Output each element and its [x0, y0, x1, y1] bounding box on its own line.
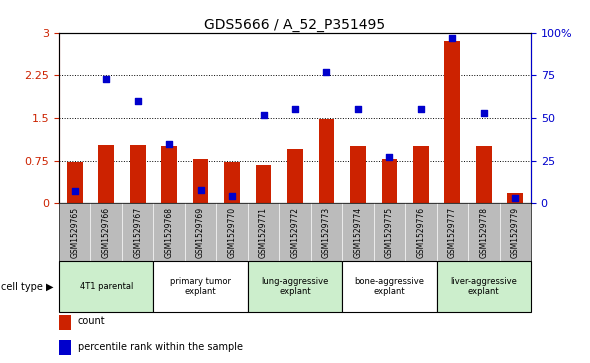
- Point: [385, 154, 394, 160]
- Point: [133, 98, 142, 104]
- Text: GSM1529770: GSM1529770: [228, 207, 237, 258]
- Bar: [248, 261, 342, 312]
- Text: GSM1529771: GSM1529771: [259, 207, 268, 258]
- Point: [70, 188, 80, 194]
- Text: bone-aggressive
explant: bone-aggressive explant: [355, 277, 424, 297]
- Text: lung-aggressive
explant: lung-aggressive explant: [261, 277, 329, 297]
- Text: GSM1529768: GSM1529768: [165, 207, 173, 258]
- Text: GSM1529765: GSM1529765: [70, 207, 79, 258]
- Point: [227, 193, 237, 199]
- Text: primary tumor
explant: primary tumor explant: [170, 277, 231, 297]
- Text: GSM1529779: GSM1529779: [511, 207, 520, 258]
- Point: [416, 107, 425, 113]
- Text: liver-aggressive
explant: liver-aggressive explant: [450, 277, 517, 297]
- Point: [259, 112, 268, 118]
- Point: [353, 107, 363, 113]
- Bar: [437, 261, 531, 312]
- Bar: [444, 41, 460, 203]
- Text: 4T1 parental: 4T1 parental: [80, 282, 133, 291]
- Text: GSM1529773: GSM1529773: [322, 207, 331, 258]
- Text: GSM1529776: GSM1529776: [417, 207, 425, 258]
- Bar: [413, 146, 429, 203]
- Text: GSM1529767: GSM1529767: [133, 207, 142, 258]
- Bar: [153, 261, 248, 312]
- Point: [510, 195, 520, 201]
- Text: count: count: [78, 316, 106, 326]
- Bar: [287, 149, 303, 203]
- Bar: [59, 261, 153, 312]
- Text: percentile rank within the sample: percentile rank within the sample: [78, 342, 243, 352]
- Point: [101, 76, 111, 82]
- Text: GSM1529766: GSM1529766: [101, 207, 111, 258]
- Bar: [193, 159, 208, 203]
- Bar: [161, 146, 177, 203]
- Point: [479, 110, 489, 116]
- Bar: [319, 119, 335, 203]
- Bar: [382, 159, 397, 203]
- Text: GSM1529772: GSM1529772: [290, 207, 300, 258]
- Bar: [507, 193, 523, 203]
- Bar: [476, 146, 491, 203]
- Text: GSM1529769: GSM1529769: [196, 207, 205, 258]
- Point: [322, 69, 331, 75]
- Text: GSM1529775: GSM1529775: [385, 207, 394, 258]
- Bar: [342, 261, 437, 312]
- Bar: [350, 146, 366, 203]
- Text: cell type ▶: cell type ▶: [1, 282, 53, 292]
- Point: [165, 141, 174, 147]
- Point: [290, 107, 300, 113]
- Bar: [130, 145, 146, 203]
- Bar: [224, 162, 240, 203]
- Text: GSM1529778: GSM1529778: [479, 207, 489, 258]
- Bar: [255, 164, 271, 203]
- Bar: [59, 340, 71, 355]
- Bar: [59, 315, 71, 330]
- Point: [448, 35, 457, 41]
- Title: GDS5666 / A_52_P351495: GDS5666 / A_52_P351495: [205, 18, 385, 32]
- Text: GSM1529774: GSM1529774: [353, 207, 362, 258]
- Text: GSM1529777: GSM1529777: [448, 207, 457, 258]
- Bar: [99, 145, 114, 203]
- Bar: [67, 162, 83, 203]
- Point: [196, 187, 205, 192]
